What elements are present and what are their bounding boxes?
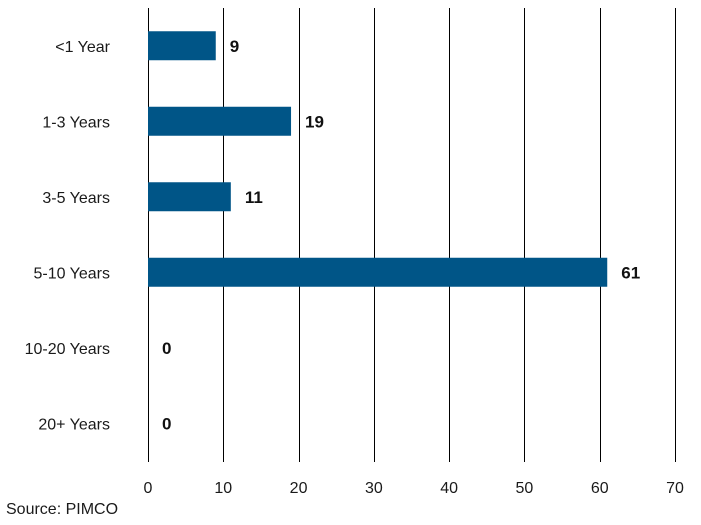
bar-value-label: 11 [245, 188, 263, 207]
bars [148, 31, 608, 287]
bar-value-label: 61 [621, 263, 640, 282]
x-tick-label: 50 [516, 480, 534, 497]
x-tick-label: 10 [214, 480, 232, 497]
x-tick-label: 60 [591, 480, 609, 497]
category-label: 1-3 Years [42, 114, 110, 131]
x-tick-label: 0 [144, 480, 153, 497]
category-label: <1 Year [55, 39, 110, 56]
bar [148, 182, 231, 212]
x-tick-label: 70 [666, 480, 684, 497]
bar [148, 106, 292, 136]
bar-value-label: 0 [162, 339, 171, 358]
data-labels: 9 19 11 61 0 0 [162, 37, 640, 434]
bar-value-label: 0 [162, 414, 171, 433]
x-axis-tick-labels: 0 10 20 30 40 50 60 70 [144, 480, 684, 497]
bar [148, 31, 216, 61]
category-label: 5-10 Years [33, 265, 110, 282]
source-note: Source: PIMCO [6, 501, 119, 518]
category-label: 10-20 Years [25, 341, 110, 358]
x-tick-label: 20 [290, 480, 308, 497]
x-tick-label: 30 [365, 480, 383, 497]
category-axis-labels: <1 Year 1-3 Years 3-5 Years 5-10 Years 10-20… [25, 39, 111, 434]
bar [148, 257, 608, 287]
x-tick-label: 40 [440, 480, 458, 497]
bar-value-label: 9 [230, 37, 239, 56]
bar-value-label: 19 [305, 112, 324, 131]
category-label: 20+ Years [38, 416, 110, 433]
gridlines [148, 8, 676, 462]
category-label: 3-5 Years [42, 190, 110, 207]
